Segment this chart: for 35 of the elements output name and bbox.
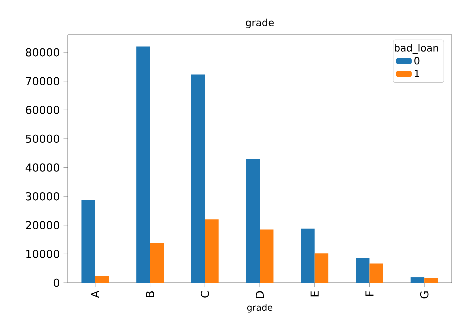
bar: [82, 200, 96, 283]
bar: [205, 220, 219, 283]
bar: [314, 254, 329, 283]
bar: [370, 264, 384, 283]
bar: [95, 276, 110, 283]
x-axis-title: grade: [247, 304, 273, 313]
y-tick-label: 30000: [26, 192, 60, 201]
y-tick-label: 10000: [26, 250, 60, 258]
x-tick-label: A: [91, 290, 100, 298]
y-tick-label: 70000: [26, 77, 60, 86]
bar: [191, 74, 206, 283]
x-tick-label: F: [366, 291, 374, 296]
x-tick-label: D: [256, 291, 264, 298]
bar: [260, 230, 274, 283]
legend-label: 0: [414, 57, 420, 65]
y-tick-label: 50000: [26, 134, 60, 144]
y-tick-label: 0: [54, 278, 60, 288]
x-tick-label: E: [310, 291, 319, 297]
x-tick-label: B: [146, 292, 154, 298]
bar: [246, 159, 260, 283]
y-tick-label: 80000: [26, 48, 60, 57]
x-tick-label: C: [201, 291, 210, 298]
legend-label: 1: [415, 70, 420, 78]
y-tick-label: 20000: [26, 221, 60, 230]
y-tick-label: 40000: [26, 164, 60, 172]
bar: [424, 278, 438, 283]
bar: [136, 46, 150, 283]
bar: [410, 278, 425, 283]
bar: [150, 244, 164, 283]
chart-title: grade: [246, 18, 274, 28]
bar: [301, 228, 315, 283]
x-tick-label: G: [420, 292, 429, 299]
y-tick-label: 60000: [26, 106, 60, 114]
bar: [356, 258, 370, 283]
legend-title: bad_loan: [395, 44, 438, 54]
